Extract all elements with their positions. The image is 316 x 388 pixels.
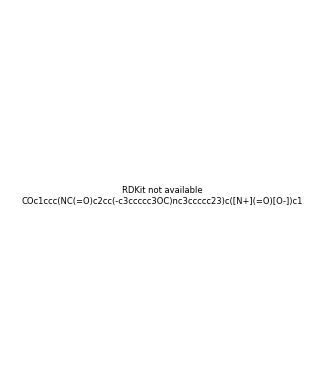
Text: RDKit not available
COc1ccc(NC(=O)c2cc(-c3ccccc3OC)nc3ccccc23)c([N+](=O)[O-])c1: RDKit not available COc1ccc(NC(=O)c2cc(-…: [21, 186, 303, 206]
